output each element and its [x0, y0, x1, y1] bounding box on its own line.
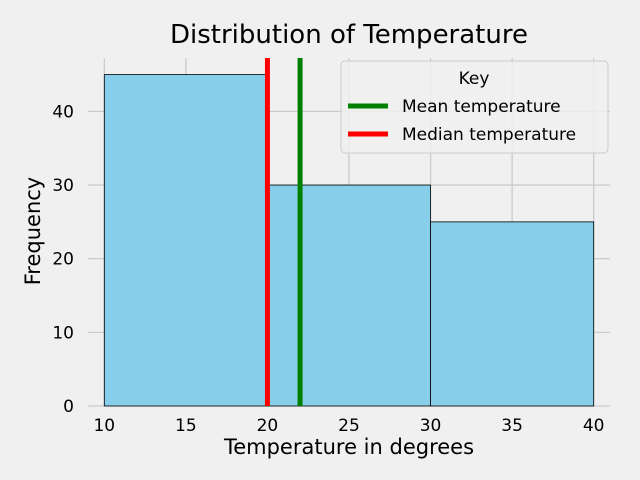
y-axis-label: Frequency — [21, 177, 45, 286]
x-tick-label: 25 — [338, 416, 360, 436]
legend: Key Mean temperature Median temperature — [340, 60, 609, 154]
x-tick-label: 30 — [420, 416, 442, 436]
bars — [103, 74, 595, 407]
legend-label-mean: Mean temperature — [402, 97, 561, 117]
y-tick-label: 20 — [52, 250, 74, 270]
legend-label-median: Median temperature — [402, 125, 576, 145]
x-tick-label: 40 — [583, 416, 605, 436]
histogram-bar — [430, 221, 595, 407]
legend-box — [340, 60, 609, 154]
x-axis-ticks: 10 15 20 25 30 35 40 — [93, 416, 604, 436]
x-tick-label: 15 — [175, 416, 197, 436]
x-tick-label: 35 — [501, 416, 523, 436]
y-tick-label: 40 — [52, 102, 74, 122]
reference-lines — [264, 58, 303, 406]
x-axis-label: Temperature in degrees — [223, 435, 474, 459]
x-tick-label: 20 — [257, 416, 279, 436]
y-axis-ticks: 0 10 20 30 40 — [52, 102, 74, 417]
y-tick-label: 30 — [52, 176, 74, 196]
histogram-bar — [103, 74, 268, 407]
y-tick-label: 10 — [52, 323, 74, 343]
chart-title: Distribution of Temperature — [170, 20, 528, 50]
histogram-bar — [267, 184, 431, 407]
x-tick-label: 10 — [93, 416, 115, 436]
legend-title: Key — [459, 69, 490, 89]
y-tick-label: 0 — [63, 397, 74, 417]
